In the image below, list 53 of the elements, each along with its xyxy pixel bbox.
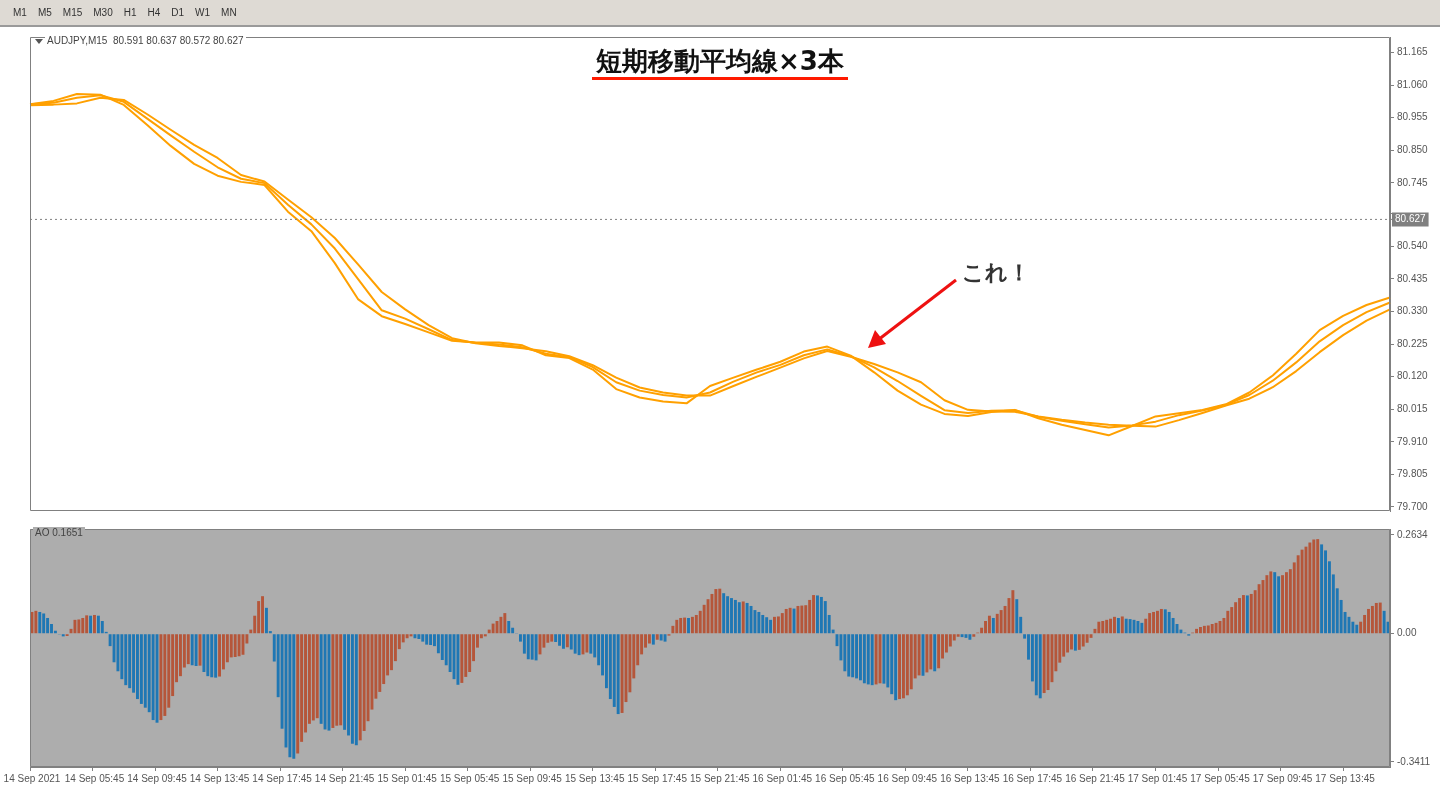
y-tick-label: 80.330 [1397, 305, 1429, 317]
y-tick-label: -0.3411 [1397, 755, 1431, 767]
x-tick-label: 14 Sep 2021 [3, 772, 61, 784]
y-tick-label: 0.2634 [1397, 528, 1429, 540]
chart-title: AO 0.1651 [33, 527, 85, 539]
y-tick-label: 79.700 [1397, 500, 1429, 512]
x-tick-label: 16 Sep 05:45 [815, 772, 876, 784]
y-tick-label: 81.060 [1397, 78, 1429, 90]
y-tick-label: 80.540 [1397, 240, 1429, 252]
text: H1 [122, 6, 138, 20]
x-tick-label: 17 Sep 13:45 [1315, 772, 1376, 784]
x-tick-label: 17 Sep 09:45 [1252, 772, 1313, 784]
text: W1 [194, 6, 212, 20]
y-tick-label: 80.435 [1397, 272, 1429, 284]
x-tick-label: 16 Sep 13:45 [940, 772, 1001, 784]
x-tick-label: 17 Sep 01:45 [1127, 772, 1188, 784]
y-tick-label: 0.00 [1397, 627, 1417, 639]
text: MN [220, 6, 238, 20]
ref-line-label: 80.627 [1395, 213, 1427, 225]
y-tick-label: 79.805 [1397, 468, 1429, 480]
x-tick-label: 15 Sep 13:45 [564, 772, 625, 784]
annotation: これ！ [962, 258, 1031, 287]
y-tick-label: 80.955 [1397, 111, 1429, 123]
x-tick-label: 17 Sep 05:45 [1190, 772, 1251, 784]
x-tick-label: 16 Sep 21:45 [1065, 772, 1126, 784]
chart-title: 短期移動平均線×3本 [592, 46, 848, 80]
x-tick-label: 15 Sep 21:45 [690, 772, 750, 784]
text: H4 [146, 6, 162, 20]
x-tick-label: 16 Sep 09:45 [877, 772, 938, 784]
text: M1 [12, 6, 28, 20]
y-tick-label: 80.225 [1397, 337, 1429, 349]
x-tick-label: 16 Sep 01:45 [752, 772, 813, 784]
text: M30 [92, 6, 114, 20]
x-tick-label: 14 Sep 09:45 [127, 772, 188, 784]
y-tick-label: 80.120 [1397, 370, 1429, 382]
x-tick-label: 15 Sep 01:45 [377, 772, 438, 784]
chart-subtitle: AUDJPY,M15 80.591 80.637 80.572 80.627 [45, 35, 246, 47]
text: M15 [61, 6, 84, 20]
y-tick-label: 80.745 [1397, 176, 1429, 188]
x-tick-label: 14 Sep 13:45 [189, 772, 250, 784]
text: M5 [36, 6, 53, 20]
y-tick-label: 81.165 [1397, 46, 1429, 58]
x-tick-label: 15 Sep 09:45 [502, 772, 563, 784]
x-tick-label: 16 Sep 17:45 [1002, 772, 1063, 784]
x-tick-label: 15 Sep 05:45 [439, 772, 500, 784]
x-tick-label: 15 Sep 17:45 [627, 772, 688, 784]
text: D1 [170, 6, 186, 20]
y-tick-label: 79.910 [1397, 435, 1429, 447]
x-tick-label: 14 Sep 05:45 [64, 772, 125, 784]
x-tick-label: 14 Sep 17:45 [252, 772, 313, 784]
x-tick-label: 14 Sep 21:45 [314, 772, 375, 784]
y-tick-label: 80.850 [1397, 143, 1429, 155]
y-tick-label: 80.015 [1397, 403, 1429, 414]
